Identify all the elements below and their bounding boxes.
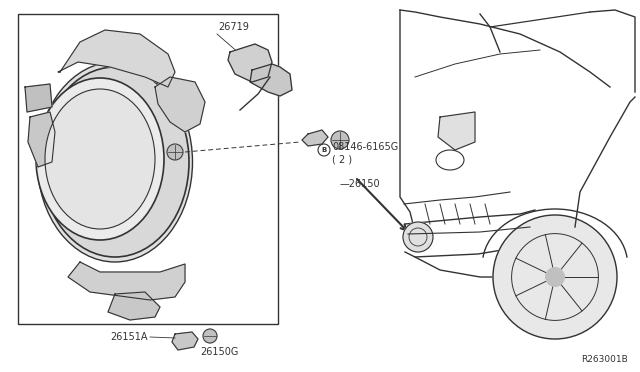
Polygon shape [438,112,475,150]
Polygon shape [172,332,198,350]
Circle shape [331,131,349,149]
Polygon shape [68,262,185,300]
Text: R263001B: R263001B [581,355,628,364]
Text: 26151A: 26151A [111,332,148,342]
Ellipse shape [36,78,164,240]
Text: —26150: —26150 [340,179,381,189]
Ellipse shape [41,67,189,257]
Polygon shape [228,44,272,82]
Circle shape [167,144,183,160]
Text: B: B [321,147,326,153]
Circle shape [203,329,217,343]
Circle shape [546,268,564,286]
Circle shape [493,215,617,339]
Text: 26719: 26719 [218,22,249,32]
Circle shape [403,222,433,252]
Polygon shape [250,64,292,96]
Polygon shape [302,130,328,146]
Ellipse shape [45,89,155,229]
Text: 08146-6165G: 08146-6165G [332,142,398,152]
Text: 26150G: 26150G [200,347,238,357]
Ellipse shape [38,62,193,262]
Polygon shape [108,292,160,320]
Bar [18,14,278,324]
Polygon shape [58,30,175,87]
Polygon shape [28,112,55,167]
Text: ( 2 ): ( 2 ) [332,154,352,164]
Polygon shape [155,77,205,132]
Polygon shape [25,84,52,112]
